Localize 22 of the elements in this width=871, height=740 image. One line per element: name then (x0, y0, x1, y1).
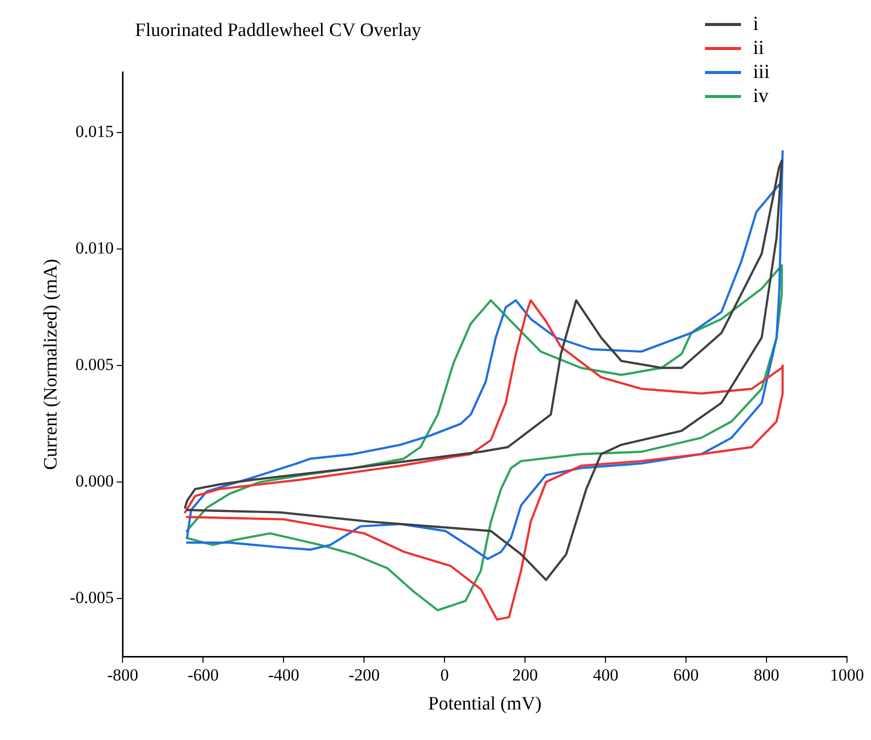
y-axis-title: Current (Normalized) (mA) (40, 258, 62, 470)
x-tick-label: -400 (268, 665, 300, 684)
x-axis-title: Potential (mV) (428, 694, 542, 715)
y-tick-label: 0.010 (75, 238, 114, 258)
legend-label: ii (753, 36, 764, 60)
x-tick-label: 0 (440, 665, 449, 684)
y-tick-label: 0.005 (75, 355, 114, 374)
y-tick-label: -0.005 (70, 588, 114, 608)
legend-label: iv (753, 84, 769, 108)
x-tick-label: 1000 (830, 665, 864, 684)
y-tick-label: 0.000 (75, 472, 114, 491)
x-tick-label: 600 (673, 665, 699, 684)
x-tick-label: 200 (512, 665, 538, 684)
y-tick-label: 0.015 (75, 122, 114, 142)
x-tick-label: 400 (592, 665, 618, 684)
chart-title: Fluorinated Paddlewheel CV Overlay (135, 20, 422, 42)
x-tick-label: -200 (348, 665, 380, 684)
legend-label: i (753, 12, 759, 36)
x-tick-label: 800 (754, 665, 780, 684)
x-tick-label: -600 (188, 665, 219, 684)
x-tick-label: -800 (107, 665, 138, 684)
legend-label: iii (753, 60, 770, 84)
